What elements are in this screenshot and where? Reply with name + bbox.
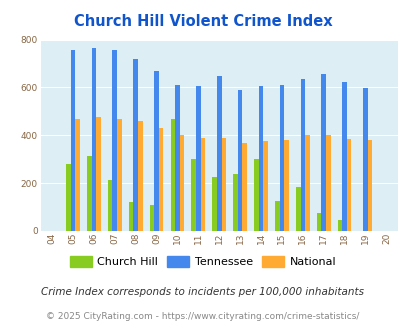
- Bar: [200, 138, 205, 231]
- Text: Crime Index corresponds to incidents per 100,000 inhabitants: Crime Index corresponds to incidents per…: [41, 287, 364, 297]
- Bar: [212, 177, 216, 231]
- Bar: [279, 85, 283, 231]
- Bar: [321, 74, 325, 231]
- Bar: [258, 85, 263, 231]
- Legend: Church Hill, Tennessee, National: Church Hill, Tennessee, National: [65, 251, 340, 271]
- Bar: [341, 82, 346, 231]
- Bar: [87, 156, 92, 231]
- Bar: [179, 135, 184, 231]
- Bar: [96, 117, 100, 231]
- Bar: [75, 118, 80, 231]
- Bar: [284, 140, 288, 231]
- Bar: [232, 174, 237, 231]
- Bar: [175, 85, 179, 231]
- Bar: [92, 48, 96, 231]
- Text: © 2025 CityRating.com - https://www.cityrating.com/crime-statistics/: © 2025 CityRating.com - https://www.city…: [46, 312, 359, 321]
- Bar: [237, 90, 242, 231]
- Bar: [254, 159, 258, 231]
- Bar: [154, 71, 158, 231]
- Bar: [191, 159, 196, 231]
- Bar: [196, 85, 200, 231]
- Bar: [170, 118, 175, 231]
- Bar: [274, 201, 279, 231]
- Bar: [149, 205, 154, 231]
- Bar: [316, 213, 321, 231]
- Bar: [70, 50, 75, 231]
- Bar: [138, 121, 142, 231]
- Bar: [133, 59, 138, 231]
- Bar: [367, 140, 371, 231]
- Text: Church Hill Violent Crime Index: Church Hill Violent Crime Index: [73, 14, 332, 29]
- Bar: [158, 128, 163, 231]
- Bar: [295, 187, 300, 231]
- Bar: [128, 202, 133, 231]
- Bar: [346, 139, 351, 231]
- Bar: [337, 219, 341, 231]
- Bar: [362, 88, 367, 231]
- Bar: [242, 143, 246, 231]
- Bar: [305, 135, 309, 231]
- Bar: [216, 76, 221, 231]
- Bar: [263, 141, 267, 231]
- Bar: [117, 118, 121, 231]
- Bar: [66, 164, 70, 231]
- Bar: [300, 79, 305, 231]
- Bar: [108, 180, 112, 231]
- Bar: [221, 138, 226, 231]
- Bar: [112, 50, 117, 231]
- Bar: [325, 135, 330, 231]
